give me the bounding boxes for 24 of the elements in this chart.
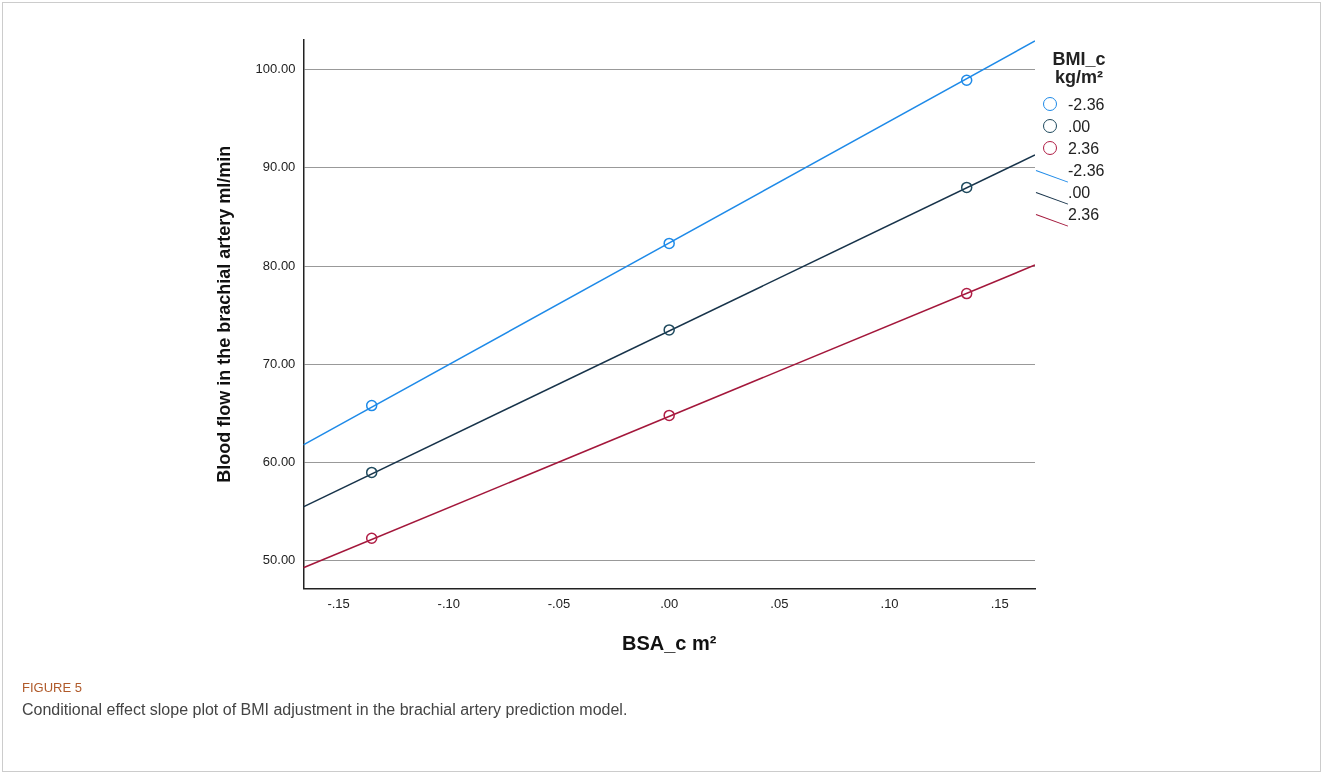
- x-axis-title: BSA_c m²: [621, 631, 717, 654]
- caption: FIGURE 5: [22, 680, 83, 695]
- y-tick-label: 100.00: [255, 61, 296, 77]
- legend-label: -2.36: [1068, 162, 1105, 180]
- x-tick-label: .00: [660, 595, 679, 611]
- legend-label: .00: [1068, 184, 1091, 202]
- y-tick-label: 80.00: [262, 257, 296, 273]
- x-tick-label: -.10: [437, 595, 461, 611]
- x-tick-label: -.05: [547, 595, 571, 611]
- y-tick-label: 90.00: [262, 159, 296, 175]
- x-tick-label: .15: [990, 595, 1009, 611]
- x-tick-label: -.15: [327, 595, 350, 611]
- legend-label: .00: [1068, 118, 1091, 136]
- legend-label: -2.36: [1068, 96, 1105, 114]
- y-tick-label: 50.00: [262, 552, 296, 568]
- y-axis-title: Blood flow in the brachial artery ml/min: [213, 145, 234, 483]
- y-tick-label: 70.00: [262, 355, 296, 371]
- legend-label: 2.36: [1068, 140, 1100, 158]
- y-tick-label: 60.00: [262, 454, 296, 470]
- text: Conditional effect slope plot of BMI adjustment in the brachial artery prediction model.: [22, 701, 628, 719]
- legend-label: 2.36: [1068, 206, 1100, 224]
- x-tick-label: .05: [770, 595, 789, 611]
- x-tick-label: .10: [880, 595, 899, 611]
- legend-title: BMI_c kg/m²: [1051, 49, 1107, 87]
